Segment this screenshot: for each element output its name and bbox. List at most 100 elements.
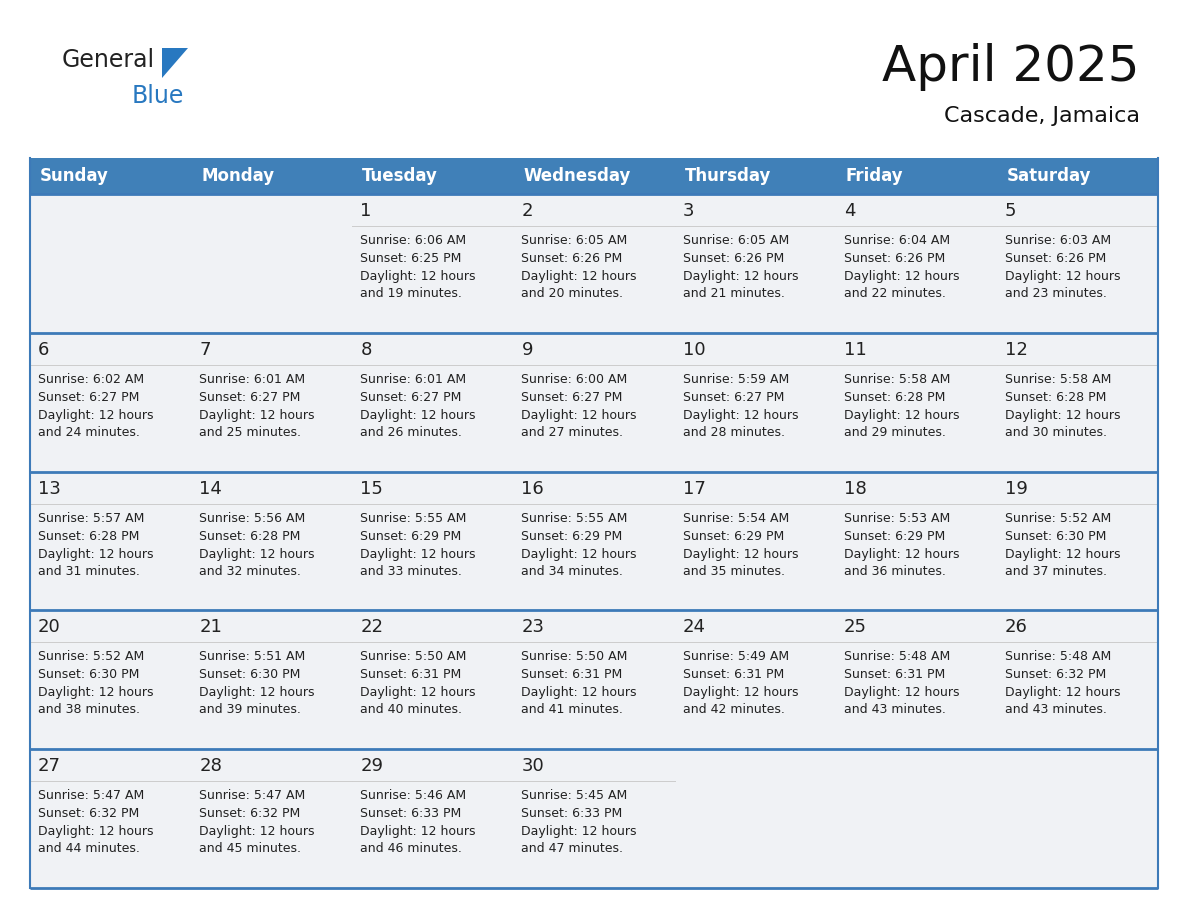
Text: 19: 19 (1005, 479, 1028, 498)
Text: Sunrise: 5:45 AM: Sunrise: 5:45 AM (522, 789, 627, 802)
Text: Daylight: 12 hours
and 45 minutes.: Daylight: 12 hours and 45 minutes. (200, 825, 315, 856)
Text: Sunrise: 5:51 AM: Sunrise: 5:51 AM (200, 650, 305, 664)
Text: 9: 9 (522, 341, 533, 359)
Text: Sunset: 6:28 PM: Sunset: 6:28 PM (200, 530, 301, 543)
Text: Sunrise: 5:47 AM: Sunrise: 5:47 AM (38, 789, 144, 802)
Text: 23: 23 (522, 619, 544, 636)
Text: Sunrise: 5:47 AM: Sunrise: 5:47 AM (200, 789, 305, 802)
Text: Sunset: 6:28 PM: Sunset: 6:28 PM (843, 391, 946, 404)
Text: Sunrise: 5:49 AM: Sunrise: 5:49 AM (683, 650, 789, 664)
Text: Sunrise: 5:52 AM: Sunrise: 5:52 AM (38, 650, 144, 664)
Text: Sunrise: 5:52 AM: Sunrise: 5:52 AM (1005, 511, 1111, 524)
Text: Daylight: 12 hours
and 37 minutes.: Daylight: 12 hours and 37 minutes. (1005, 548, 1120, 577)
Text: Sunrise: 6:00 AM: Sunrise: 6:00 AM (522, 373, 627, 386)
Text: Monday: Monday (201, 167, 274, 185)
Bar (30, 194, 1158, 333)
Text: Daylight: 12 hours
and 21 minutes.: Daylight: 12 hours and 21 minutes. (683, 270, 798, 300)
Text: Thursday: Thursday (684, 167, 771, 185)
Text: Daylight: 12 hours
and 23 minutes.: Daylight: 12 hours and 23 minutes. (1005, 270, 1120, 300)
Text: Sunset: 6:30 PM: Sunset: 6:30 PM (38, 668, 139, 681)
Text: Sunrise: 6:01 AM: Sunrise: 6:01 AM (200, 373, 305, 386)
Text: Sunrise: 5:54 AM: Sunrise: 5:54 AM (683, 511, 789, 524)
Text: Sunset: 6:32 PM: Sunset: 6:32 PM (38, 807, 139, 820)
Text: 26: 26 (1005, 619, 1028, 636)
Text: Daylight: 12 hours
and 20 minutes.: Daylight: 12 hours and 20 minutes. (522, 270, 637, 300)
Text: Sunset: 6:29 PM: Sunset: 6:29 PM (522, 530, 623, 543)
Text: 11: 11 (843, 341, 866, 359)
Text: Sunset: 6:29 PM: Sunset: 6:29 PM (683, 530, 784, 543)
Text: Sunset: 6:32 PM: Sunset: 6:32 PM (1005, 668, 1106, 681)
Bar (30, 333, 1158, 472)
Text: Sunset: 6:31 PM: Sunset: 6:31 PM (522, 668, 623, 681)
Text: 2: 2 (522, 202, 533, 220)
Text: Daylight: 12 hours
and 25 minutes.: Daylight: 12 hours and 25 minutes. (200, 409, 315, 439)
Text: Daylight: 12 hours
and 30 minutes.: Daylight: 12 hours and 30 minutes. (1005, 409, 1120, 439)
Text: 17: 17 (683, 479, 706, 498)
Text: 7: 7 (200, 341, 210, 359)
Text: Sunrise: 6:05 AM: Sunrise: 6:05 AM (683, 234, 789, 247)
Text: Sunset: 6:32 PM: Sunset: 6:32 PM (200, 807, 301, 820)
Text: 13: 13 (38, 479, 61, 498)
Text: Sunset: 6:27 PM: Sunset: 6:27 PM (38, 391, 139, 404)
Text: Daylight: 12 hours
and 26 minutes.: Daylight: 12 hours and 26 minutes. (360, 409, 475, 439)
Text: Sunset: 6:26 PM: Sunset: 6:26 PM (1005, 252, 1106, 265)
Text: Daylight: 12 hours
and 27 minutes.: Daylight: 12 hours and 27 minutes. (522, 409, 637, 439)
Text: Daylight: 12 hours
and 40 minutes.: Daylight: 12 hours and 40 minutes. (360, 687, 475, 716)
Text: Sunrise: 6:02 AM: Sunrise: 6:02 AM (38, 373, 144, 386)
Text: Sunrise: 6:04 AM: Sunrise: 6:04 AM (843, 234, 950, 247)
Text: Sunrise: 5:59 AM: Sunrise: 5:59 AM (683, 373, 789, 386)
Text: Sunrise: 5:58 AM: Sunrise: 5:58 AM (1005, 373, 1111, 386)
Text: Daylight: 12 hours
and 34 minutes.: Daylight: 12 hours and 34 minutes. (522, 548, 637, 577)
Text: 3: 3 (683, 202, 694, 220)
Text: Tuesday: Tuesday (362, 167, 438, 185)
Text: Sunset: 6:29 PM: Sunset: 6:29 PM (360, 530, 461, 543)
Text: Daylight: 12 hours
and 38 minutes.: Daylight: 12 hours and 38 minutes. (38, 687, 153, 716)
Text: Sunset: 6:31 PM: Sunset: 6:31 PM (360, 668, 461, 681)
Text: Sunrise: 6:01 AM: Sunrise: 6:01 AM (360, 373, 467, 386)
Text: Sunrise: 6:03 AM: Sunrise: 6:03 AM (1005, 234, 1111, 247)
Text: Daylight: 12 hours
and 24 minutes.: Daylight: 12 hours and 24 minutes. (38, 409, 153, 439)
Text: 5: 5 (1005, 202, 1017, 220)
Text: Blue: Blue (132, 84, 184, 108)
Text: 14: 14 (200, 479, 222, 498)
Text: Sunset: 6:27 PM: Sunset: 6:27 PM (522, 391, 623, 404)
Text: Friday: Friday (846, 167, 903, 185)
Text: Sunset: 6:29 PM: Sunset: 6:29 PM (843, 530, 944, 543)
Text: Sunrise: 5:50 AM: Sunrise: 5:50 AM (360, 650, 467, 664)
Text: Sunset: 6:27 PM: Sunset: 6:27 PM (683, 391, 784, 404)
Text: Sunrise: 5:50 AM: Sunrise: 5:50 AM (522, 650, 627, 664)
Text: Sunset: 6:26 PM: Sunset: 6:26 PM (522, 252, 623, 265)
Text: Sunrise: 5:56 AM: Sunrise: 5:56 AM (200, 511, 305, 524)
Text: Sunrise: 6:05 AM: Sunrise: 6:05 AM (522, 234, 627, 247)
Text: Cascade, Jamaica: Cascade, Jamaica (944, 106, 1140, 126)
Polygon shape (162, 48, 188, 78)
Text: Sunrise: 6:06 AM: Sunrise: 6:06 AM (360, 234, 467, 247)
Text: Daylight: 12 hours
and 33 minutes.: Daylight: 12 hours and 33 minutes. (360, 548, 475, 577)
Text: 28: 28 (200, 757, 222, 775)
Text: Sunset: 6:26 PM: Sunset: 6:26 PM (683, 252, 784, 265)
Text: Sunrise: 5:55 AM: Sunrise: 5:55 AM (522, 511, 627, 524)
Bar (30, 472, 1158, 610)
Text: 1: 1 (360, 202, 372, 220)
Text: Saturday: Saturday (1007, 167, 1092, 185)
Text: Sunset: 6:31 PM: Sunset: 6:31 PM (683, 668, 784, 681)
Text: 29: 29 (360, 757, 384, 775)
Text: Wednesday: Wednesday (524, 167, 631, 185)
Text: Daylight: 12 hours
and 43 minutes.: Daylight: 12 hours and 43 minutes. (843, 687, 959, 716)
Bar (30, 610, 1158, 749)
Text: 30: 30 (522, 757, 544, 775)
Text: Sunrise: 5:48 AM: Sunrise: 5:48 AM (1005, 650, 1111, 664)
Bar (30, 749, 1158, 888)
Text: 27: 27 (38, 757, 61, 775)
Text: Sunrise: 5:53 AM: Sunrise: 5:53 AM (843, 511, 950, 524)
Text: 20: 20 (38, 619, 61, 636)
Text: Sunrise: 5:58 AM: Sunrise: 5:58 AM (843, 373, 950, 386)
Text: Sunset: 6:31 PM: Sunset: 6:31 PM (843, 668, 944, 681)
Text: 24: 24 (683, 619, 706, 636)
Text: Sunset: 6:33 PM: Sunset: 6:33 PM (360, 807, 461, 820)
Text: Sunrise: 5:48 AM: Sunrise: 5:48 AM (843, 650, 950, 664)
Text: Sunrise: 5:46 AM: Sunrise: 5:46 AM (360, 789, 467, 802)
Text: Daylight: 12 hours
and 19 minutes.: Daylight: 12 hours and 19 minutes. (360, 270, 475, 300)
Text: Sunset: 6:27 PM: Sunset: 6:27 PM (360, 391, 462, 404)
Text: 15: 15 (360, 479, 384, 498)
